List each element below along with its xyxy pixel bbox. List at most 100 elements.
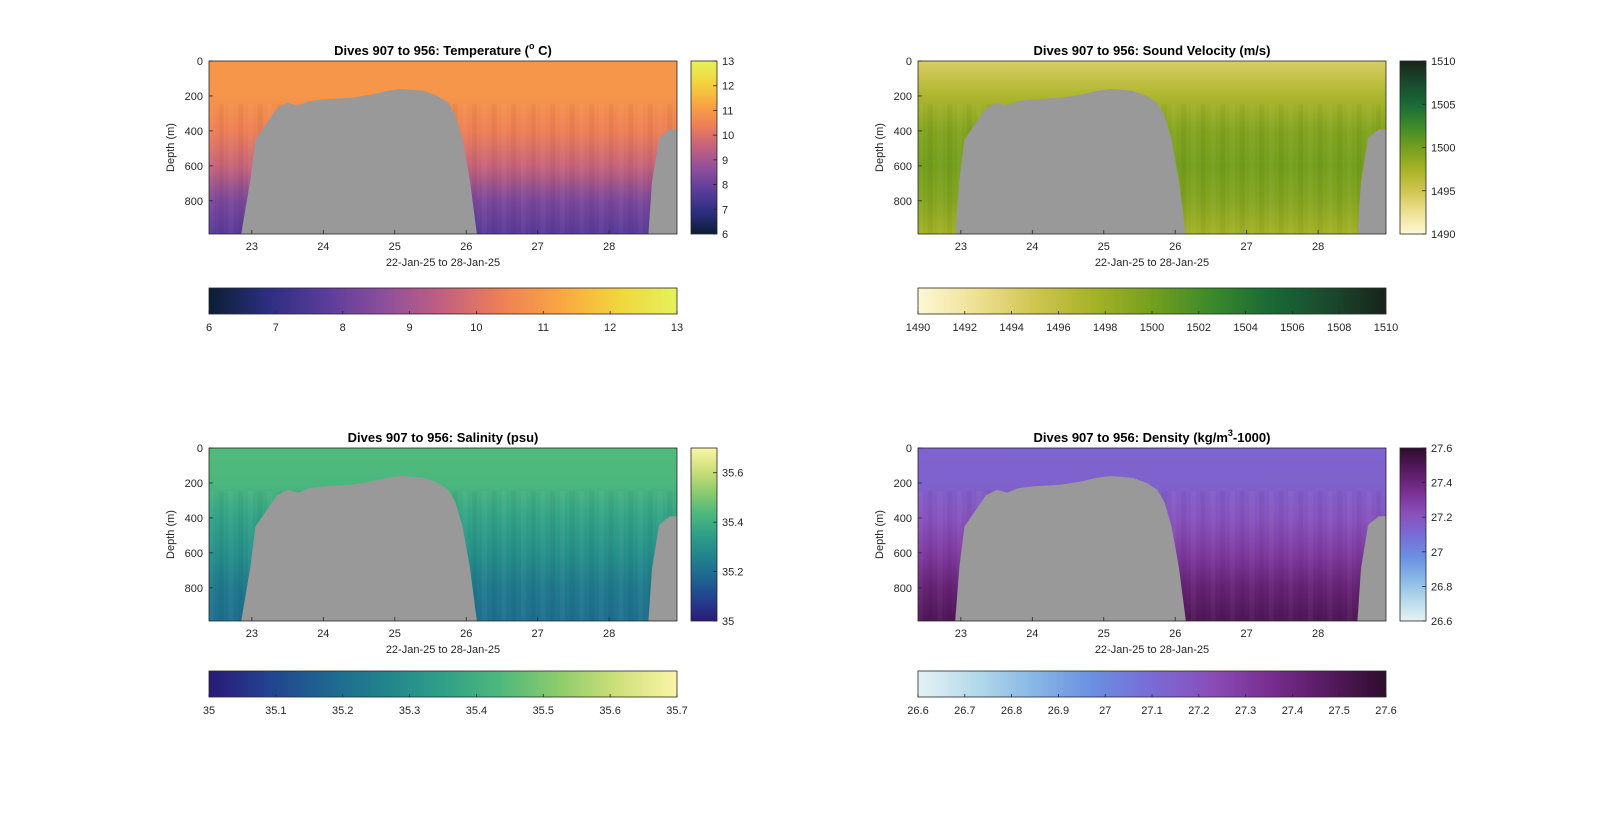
no-data-region bbox=[1357, 516, 1386, 621]
colorbar-tick-label: 27.4 bbox=[1431, 478, 1452, 490]
y-tick-label: 600 bbox=[894, 161, 912, 173]
colorbar-tick-label: 13 bbox=[671, 322, 683, 334]
x-tick-label: 26 bbox=[1169, 628, 1181, 640]
colorbar-tick-label: 35.3 bbox=[399, 705, 420, 717]
x-tick-label: 28 bbox=[603, 241, 615, 253]
plot-frame bbox=[208, 447, 678, 622]
x-tick-label: 23 bbox=[246, 628, 258, 640]
y-tick-label: 400 bbox=[185, 513, 203, 525]
colorbar-tick-label: 9 bbox=[722, 155, 728, 167]
colorbar-tick-label: 9 bbox=[407, 322, 413, 334]
x-tick-label: 26 bbox=[460, 241, 472, 253]
x-tick-label: 23 bbox=[246, 241, 258, 253]
colorbar-tick-label: 35 bbox=[203, 705, 215, 717]
y-tick-label: 800 bbox=[894, 583, 912, 595]
x-tick-label: 28 bbox=[603, 628, 615, 640]
colorbar-tick-label: 27.2 bbox=[1431, 512, 1452, 524]
x-axis-label: 22-Jan-25 to 28-Jan-25 bbox=[386, 644, 500, 656]
y-tick-label: 600 bbox=[185, 161, 203, 173]
colorbar-vertical bbox=[690, 60, 718, 235]
colorbar-tick-label: 26.8 bbox=[1001, 705, 1022, 717]
colorbar-tick-label: 35.6 bbox=[599, 705, 620, 717]
colorbar-tick-label: 8 bbox=[722, 180, 728, 192]
colorbar-tick-label: 26.9 bbox=[1048, 705, 1069, 717]
colorbar-tick-label: 7 bbox=[722, 204, 728, 216]
colorbar-tick-label: 35.6 bbox=[722, 468, 743, 480]
chart-title: Dives 907 to 956: Temperature (o C) bbox=[334, 41, 552, 58]
colorbar-tick-label: 11 bbox=[722, 105, 733, 117]
chart-title: Dives 907 to 956: Density (kg/m3-1000) bbox=[1034, 428, 1271, 445]
no-data-region bbox=[648, 516, 677, 621]
y-tick-label: 200 bbox=[894, 91, 912, 103]
y-tick-label: 600 bbox=[185, 548, 203, 560]
colorbar-horizontal bbox=[208, 670, 678, 698]
x-tick-label: 25 bbox=[1098, 628, 1110, 640]
colorbar-tick-label: 26.6 bbox=[907, 705, 928, 717]
colorbar-tick-label: 10 bbox=[722, 130, 734, 142]
colorbar-tick-label: 1500 bbox=[1431, 143, 1455, 155]
x-tick-label: 27 bbox=[1241, 628, 1253, 640]
colorbar-horizontal bbox=[917, 287, 1387, 315]
x-tick-label: 28 bbox=[1312, 628, 1324, 640]
colorbar-tick-label: 1510 bbox=[1431, 56, 1455, 68]
plot-frame bbox=[917, 447, 1387, 622]
colorbar-tick-label: 27.1 bbox=[1141, 705, 1162, 717]
colorbar-tick-label: 11 bbox=[538, 322, 549, 334]
colorbar-tick-label: 27.2 bbox=[1188, 705, 1209, 717]
colorbar-tick-label: 27.4 bbox=[1282, 705, 1303, 717]
no-data-region bbox=[955, 476, 1186, 621]
x-tick-label: 23 bbox=[955, 241, 967, 253]
colorbar-tick-label: 13 bbox=[722, 56, 734, 68]
colorbar-tick-label: 8 bbox=[340, 322, 346, 334]
y-axis-label: Depth (m) bbox=[874, 123, 886, 172]
x-tick-label: 24 bbox=[317, 241, 329, 253]
x-tick-label: 27 bbox=[532, 628, 544, 640]
y-tick-label: 0 bbox=[906, 56, 912, 68]
colorbar-tick-label: 1492 bbox=[953, 322, 977, 334]
y-tick-label: 200 bbox=[185, 478, 203, 490]
colorbar-tick-label: 1510 bbox=[1374, 322, 1398, 334]
y-tick-label: 200 bbox=[894, 478, 912, 490]
x-tick-label: 25 bbox=[389, 628, 401, 640]
y-axis-label: Depth (m) bbox=[165, 510, 177, 559]
no-data-region bbox=[955, 89, 1186, 234]
plot-frame bbox=[917, 60, 1387, 235]
colorbar-tick-label: 1508 bbox=[1327, 322, 1351, 334]
colorbar-tick-label: 35.2 bbox=[332, 705, 353, 717]
no-data-region bbox=[241, 89, 477, 234]
colorbar-tick-label: 1504 bbox=[1233, 322, 1257, 334]
colorbar-tick-label: 12 bbox=[722, 81, 734, 93]
colorbar-tick-label: 7 bbox=[273, 322, 279, 334]
colorbar-tick-label: 27 bbox=[1431, 547, 1443, 559]
x-tick-label: 26 bbox=[1169, 241, 1181, 253]
y-tick-label: 0 bbox=[906, 443, 912, 455]
colorbar-tick-label: 1496 bbox=[1046, 322, 1070, 334]
colorbar-tick-label: 26.6 bbox=[1431, 616, 1452, 628]
colorbar-tick-label: 35.1 bbox=[265, 705, 286, 717]
colorbar-tick-label: 35.4 bbox=[722, 517, 743, 529]
colorbar-tick-label: 1498 bbox=[1093, 322, 1117, 334]
plot-frame bbox=[208, 60, 678, 235]
colorbar-tick-label: 1506 bbox=[1280, 322, 1304, 334]
chart-title: Dives 907 to 956: Salinity (psu) bbox=[348, 430, 539, 445]
y-axis-label: Depth (m) bbox=[165, 123, 177, 172]
colorbar-tick-label: 26.8 bbox=[1431, 581, 1452, 593]
y-axis-label: Depth (m) bbox=[874, 510, 886, 559]
colorbar-tick-label: 35.4 bbox=[466, 705, 487, 717]
y-tick-label: 400 bbox=[894, 513, 912, 525]
x-axis-label: 22-Jan-25 to 28-Jan-25 bbox=[1095, 644, 1209, 656]
colorbar-tick-label: 27.3 bbox=[1235, 705, 1256, 717]
colorbar-horizontal bbox=[917, 670, 1387, 698]
x-tick-label: 28 bbox=[1312, 241, 1324, 253]
panel-4: 23 24 25 26 27 28 0 200 400 600 800 22-Jan-25 to 28… bbox=[874, 428, 1452, 717]
y-tick-label: 200 bbox=[185, 91, 203, 103]
colorbar-tick-label: 1505 bbox=[1431, 99, 1455, 111]
colorbar-tick-label: 27.6 bbox=[1431, 443, 1452, 455]
no-data-region bbox=[648, 129, 677, 234]
x-tick-label: 24 bbox=[1026, 241, 1038, 253]
colorbar-tick-label: 1495 bbox=[1431, 186, 1455, 198]
colorbar-tick-label: 10 bbox=[470, 322, 482, 334]
colorbar-tick-label: 6 bbox=[722, 229, 728, 241]
colorbar-tick-label: 1490 bbox=[1431, 229, 1455, 241]
